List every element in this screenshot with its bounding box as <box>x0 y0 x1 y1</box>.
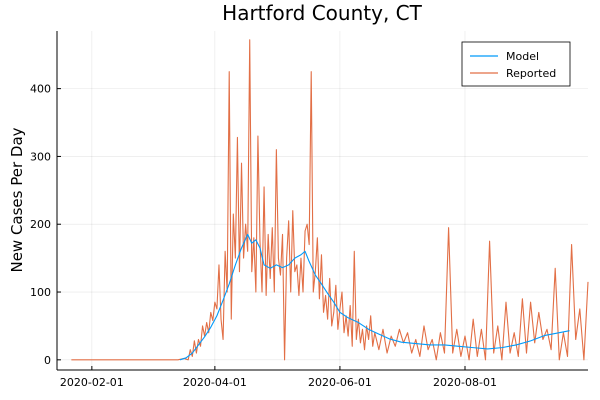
y-tick-label: 100 <box>30 286 51 299</box>
legend-label-reported: Reported <box>506 67 556 80</box>
series-line-reported <box>71 39 589 361</box>
series-line-model <box>179 233 570 361</box>
y-tick-label: 200 <box>30 218 51 231</box>
x-tick-label: 2020-04-01 <box>183 376 247 389</box>
chart-title: Hartford County, CT <box>222 1 422 25</box>
y-tick-label: 0 <box>44 354 51 367</box>
axes: 2020-02-01 2020-04-01 2020-06-01 2020-08-01… <box>30 31 588 389</box>
y-axis-label: New Cases Per Day <box>8 127 26 272</box>
x-tick-label: 2020-02-01 <box>60 376 124 389</box>
series-lines <box>71 39 589 361</box>
y-tick-label: 400 <box>30 83 51 96</box>
x-tick-label: 2020-08-01 <box>433 376 497 389</box>
y-tick-label: 300 <box>30 150 51 163</box>
legend-label-model: Model <box>506 50 539 63</box>
x-tick-label: 2020-06-01 <box>308 376 372 389</box>
legend: Model Reported <box>461 41 571 87</box>
legend-box <box>461 41 571 87</box>
